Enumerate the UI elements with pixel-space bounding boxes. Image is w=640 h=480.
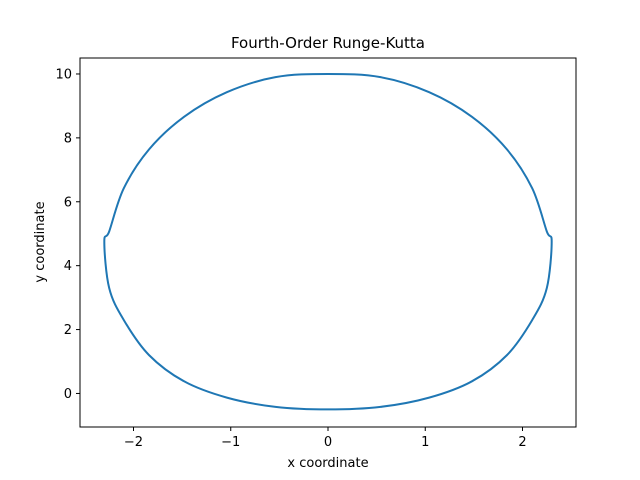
y-axis-label: y coordinate [33, 201, 48, 282]
series-line [103, 72, 553, 411]
y-tick-label: 10 [55, 67, 72, 82]
x-tick-label: −1 [221, 435, 240, 450]
y-tick-label: 4 [64, 259, 72, 274]
x-axis-ticks: −2 −1 0 1 2 [124, 427, 527, 450]
y-tick-label: 2 [64, 323, 72, 338]
y-tick-label: 0 [64, 387, 72, 402]
y-tick-label: 8 [64, 131, 72, 146]
chart-title: Fourth-Order Runge-Kutta [231, 34, 425, 52]
x-tick-label: 0 [324, 435, 332, 450]
x-tick-label: 1 [421, 435, 429, 450]
x-axis-label: x coordinate [287, 456, 368, 471]
series-layer [103, 72, 553, 411]
y-tick-label: 6 [64, 195, 72, 210]
plot-area [80, 58, 576, 427]
y-axis-ticks: 0 2 4 6 8 10 [55, 67, 80, 402]
x-tick-label: 2 [518, 435, 526, 450]
x-tick-label: −2 [124, 435, 143, 450]
